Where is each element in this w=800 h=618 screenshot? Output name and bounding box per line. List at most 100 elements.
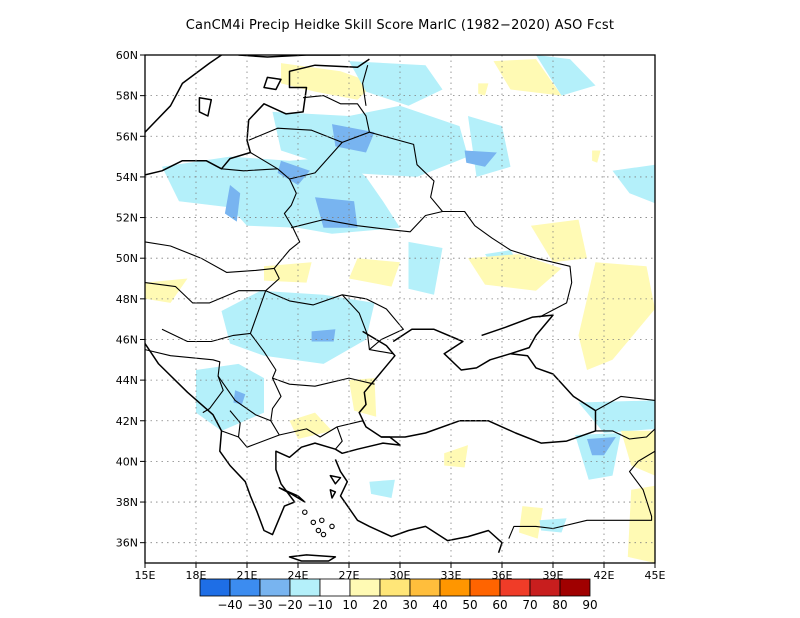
shaded-region-light-blue xyxy=(468,116,511,177)
shaded-region-light-blue xyxy=(539,518,567,533)
x-tick-label: 15E xyxy=(135,569,156,582)
shaded-region-mid-blue xyxy=(464,150,497,167)
colorbar-swatch xyxy=(499,578,531,597)
shaded-region-light-yellow xyxy=(493,59,562,96)
y-tick-label: 40N xyxy=(116,455,138,468)
island-chios xyxy=(329,489,337,499)
colorbar-swatch xyxy=(469,578,501,597)
colorbar-swatch xyxy=(199,578,231,597)
shaded-region-light-yellow xyxy=(281,63,375,100)
shaded-region-light-blue xyxy=(612,164,655,204)
border-kaliningrad xyxy=(221,168,278,172)
colorbar-label: 90 xyxy=(582,598,597,612)
border-caucasus xyxy=(595,428,655,440)
colorbar-swatch xyxy=(529,578,561,597)
shaded-region-light-yellow xyxy=(349,378,377,417)
border-albania-macedonia xyxy=(229,410,241,438)
border-ukraine-north-east xyxy=(291,210,573,318)
shaded-region-light-yellow xyxy=(478,83,489,96)
shaded-region-mid-blue xyxy=(587,437,616,456)
colorbar-label: −10 xyxy=(307,598,332,612)
colorbar-swatch xyxy=(409,578,441,597)
border-serbia-south xyxy=(217,375,272,422)
shaded-region-light-blue xyxy=(408,241,443,295)
border-russia-georgia xyxy=(595,395,655,412)
colorbar-swatch xyxy=(559,578,591,597)
colorbar-swatch xyxy=(259,578,291,597)
island-lesbos xyxy=(329,474,342,485)
shaded-region-mid-blue xyxy=(311,329,336,342)
shaded-region-light-yellow xyxy=(592,150,601,163)
shaded-region-light-blue xyxy=(349,61,443,106)
border-bulgaria xyxy=(270,377,367,438)
colorbar-label: −20 xyxy=(277,598,302,612)
shaded-region-light-yellow xyxy=(349,258,400,287)
map-layer xyxy=(145,55,655,563)
border-romania-moldova xyxy=(341,294,394,355)
colorbar-swatch xyxy=(289,578,321,597)
shaded-region-light-yellow xyxy=(145,278,188,303)
map-title: CanCM4i Precip Heidke Skill Score MarIC … xyxy=(185,18,615,33)
y-tick-label: 50N xyxy=(116,252,138,265)
coastline-baltic xyxy=(145,58,370,176)
colorbar-label: 70 xyxy=(522,598,537,612)
colorbar-label: −30 xyxy=(247,598,272,612)
colorbar-swatch xyxy=(379,578,411,597)
border-greece-turkey xyxy=(334,426,343,450)
coastline-balkans-aegean xyxy=(145,343,401,536)
shaded-region-light-yellow xyxy=(530,219,587,263)
y-tick-label: 42N xyxy=(116,415,138,428)
y-tick-label: 48N xyxy=(116,293,138,306)
border-estonia-russia xyxy=(362,65,369,106)
border-poland-south xyxy=(145,241,275,273)
shaded-region-light-yellow xyxy=(519,506,543,539)
gridlines xyxy=(145,55,655,563)
shaded-region-light-yellow xyxy=(264,262,312,283)
y-tick-label: 46N xyxy=(116,333,138,346)
border-hungary-south xyxy=(161,290,267,343)
shaded-region-light-blue xyxy=(578,400,655,433)
x-tick-label: 45E xyxy=(645,569,666,582)
shaded-region-mid-blue xyxy=(224,185,241,222)
colorbar-label: 30 xyxy=(402,598,417,612)
shaded-region-mid-blue xyxy=(277,160,310,185)
y-tick-label: 44N xyxy=(116,374,138,387)
border-baltic-states xyxy=(248,95,370,143)
shaded-region-light-yellow xyxy=(621,430,655,476)
shaded-region-light-yellow xyxy=(578,262,655,370)
colorbar-swatch xyxy=(229,578,261,597)
island-crete xyxy=(288,554,337,562)
colorbar-swatch xyxy=(439,578,471,597)
border-poland-east xyxy=(250,152,301,279)
colorbar: −40 −30 −20 −10 10 20 30 40 50 60 70 80 90 xyxy=(199,578,598,612)
island-cyclades xyxy=(302,509,308,515)
shaded-region-light-blue xyxy=(536,55,596,96)
colorbar-label: 20 xyxy=(372,598,387,612)
border-turkey-south-east xyxy=(508,450,655,539)
coastline-azov-sea xyxy=(481,314,554,355)
colorbar-label: 60 xyxy=(492,598,507,612)
coastline-sweden xyxy=(145,55,222,133)
border-bosnia xyxy=(145,349,224,414)
island-cyclades xyxy=(329,523,335,530)
shaded-region-light-yellow xyxy=(627,485,655,563)
island-cyclades xyxy=(315,527,322,534)
border-romania-bulgaria xyxy=(249,333,375,387)
y-tick-label: 36N xyxy=(116,537,138,550)
island-cyclades xyxy=(320,531,327,538)
island-cyclades xyxy=(319,517,325,524)
island-hiiumaa xyxy=(263,76,282,91)
colorbar-swatch xyxy=(319,578,351,597)
coastline-finland xyxy=(238,55,341,58)
shaded-region-light-yellow xyxy=(289,412,332,439)
border-belarus-russia xyxy=(369,131,443,212)
colorbar-label: −40 xyxy=(217,598,242,612)
colorbar-label: 80 xyxy=(552,598,567,612)
y-tick-label: 52N xyxy=(116,212,138,225)
shaded-region-light-yellow xyxy=(468,254,562,291)
island-euboea xyxy=(278,487,306,503)
coastline-anatolia xyxy=(334,459,503,554)
y-tick-label: 38N xyxy=(116,496,138,509)
border-greece-north xyxy=(221,430,280,448)
